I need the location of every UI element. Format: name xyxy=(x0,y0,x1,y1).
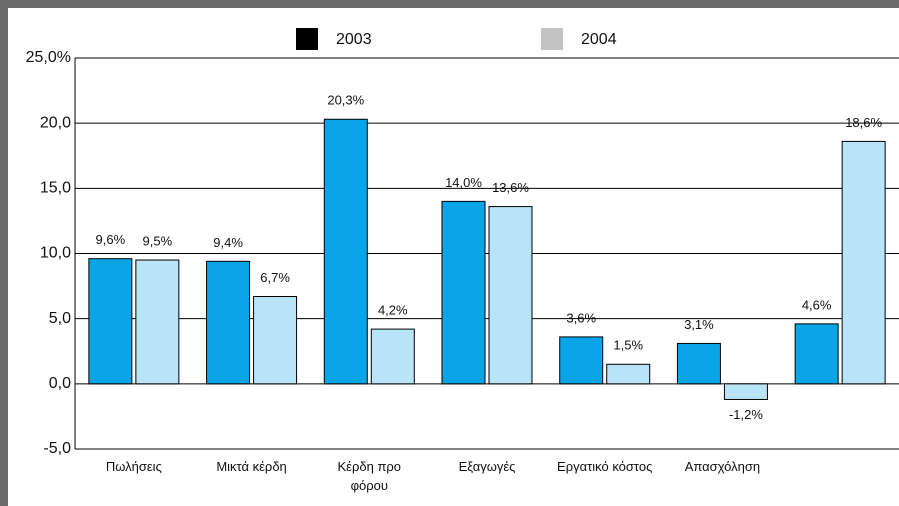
data-label: 14,0% xyxy=(445,175,482,190)
y-tick-label: 15,0 xyxy=(40,180,71,197)
legend-label: 2004 xyxy=(581,31,617,48)
legend-label: 2003 xyxy=(336,31,372,48)
data-label: 4,2% xyxy=(378,303,408,318)
bar xyxy=(606,363,651,385)
data-label: 4,6% xyxy=(802,297,832,312)
x-tick-label: Εργατικό κόστος xyxy=(557,459,653,474)
data-label: 1,5% xyxy=(613,338,643,353)
bar xyxy=(676,342,721,385)
data-label: 9,5% xyxy=(143,233,173,248)
data-label: 3,6% xyxy=(566,310,596,325)
y-tick-label: 20,0 xyxy=(40,114,71,131)
y-tick-label: -5,0 xyxy=(43,440,71,457)
bar xyxy=(370,328,415,385)
data-label: 20,3% xyxy=(327,93,364,108)
data-label: 18,6% xyxy=(845,115,882,130)
bar xyxy=(723,383,768,400)
legend-marker xyxy=(296,28,318,50)
x-tick-label: Κέρδη προ φόρου xyxy=(337,459,402,493)
x-tick-label: Μικτά κέρδη xyxy=(216,459,287,474)
x-tick-label: Πωλήσεις xyxy=(105,459,162,474)
bar xyxy=(253,296,298,385)
bar xyxy=(88,258,133,385)
frame-left xyxy=(0,0,8,506)
bar xyxy=(441,200,486,385)
data-label: 3,1% xyxy=(684,317,714,332)
legend-marker xyxy=(541,28,563,50)
y-tick-label: 10,0 xyxy=(40,245,71,262)
y-tick-label: 25,0% xyxy=(26,49,71,66)
bar xyxy=(206,260,251,385)
x-tick-label: Εξαγωγές xyxy=(458,459,516,474)
y-tick-label: 5,0 xyxy=(49,310,71,327)
bar xyxy=(794,323,839,385)
x-tick-label: Απασχόληση xyxy=(684,459,761,474)
data-label: 13,6% xyxy=(492,180,529,195)
bar xyxy=(488,206,533,385)
data-label: 9,4% xyxy=(213,235,243,250)
bar xyxy=(135,259,180,385)
bar xyxy=(323,118,368,385)
data-label: -1,2% xyxy=(729,407,763,422)
data-label: 9,6% xyxy=(96,232,126,247)
y-tick-label: 0,0 xyxy=(49,375,71,392)
bar xyxy=(559,336,604,385)
bar xyxy=(841,140,886,385)
data-label: 6,7% xyxy=(260,270,290,285)
frame-top xyxy=(0,0,899,8)
